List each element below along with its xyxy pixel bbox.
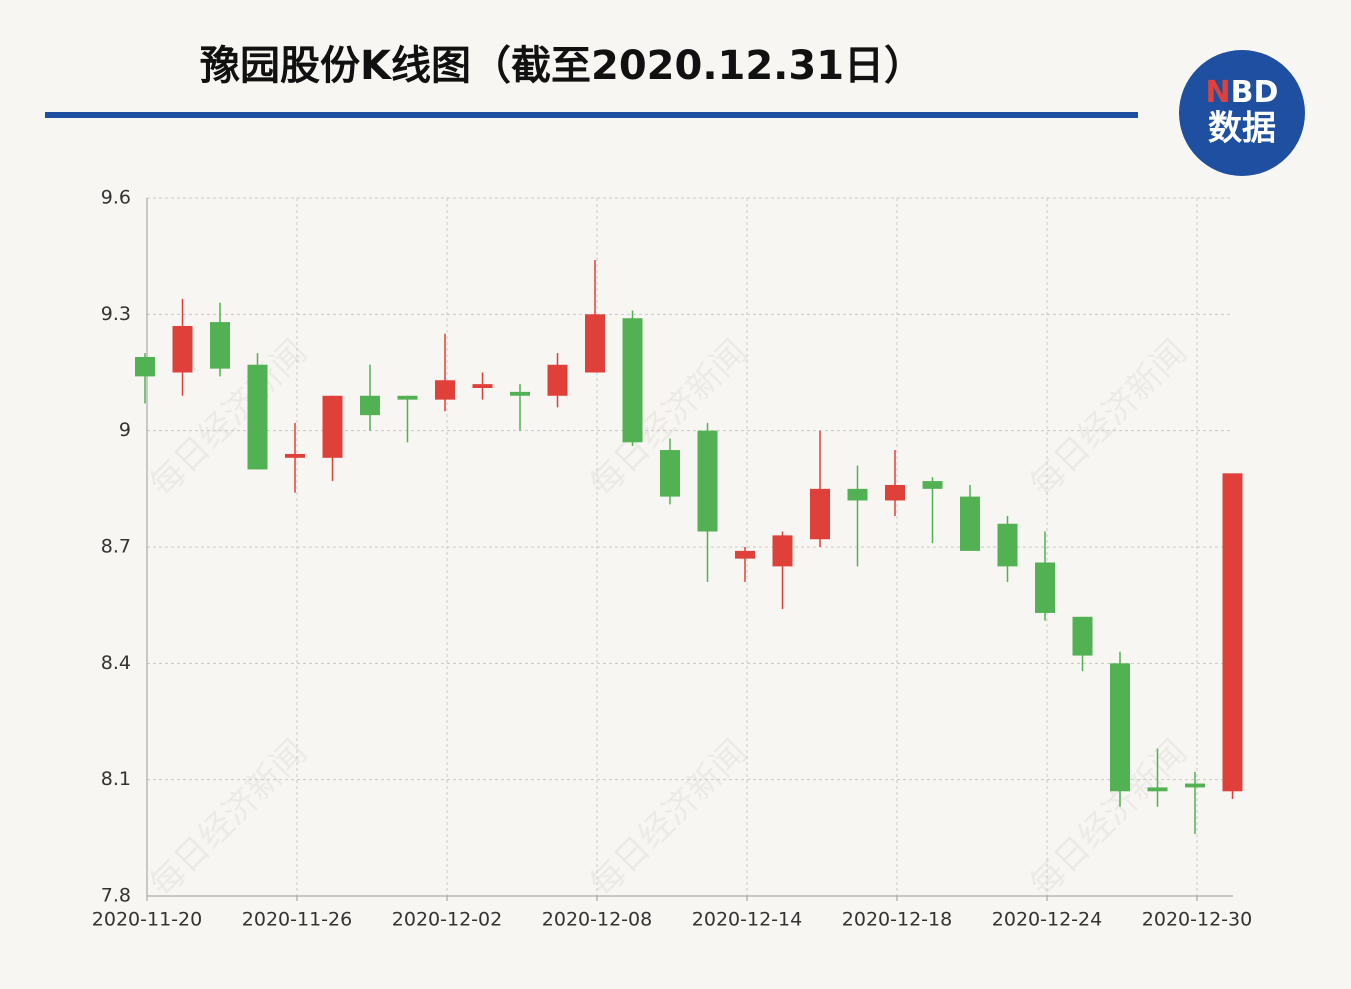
title-rule [45,112,1138,118]
candle-body [472,384,493,389]
candle-body [210,322,230,369]
candle-body [397,395,418,400]
candle-body [735,550,755,559]
y-tick-label: 9 [119,419,131,441]
y-tick-label: 8.1 [101,768,131,790]
x-tick-label: 2020-12-30 [1142,909,1252,931]
candle-body [547,364,568,396]
candle-body [247,364,268,470]
logo-n: N [1206,75,1231,110]
candle-body [922,481,943,489]
logo-text: NBD [1206,75,1279,110]
candle-body [285,453,305,458]
x-tick-label: 2020-11-20 [92,909,202,931]
y-tick-label: 7.8 [101,885,131,907]
candle-body [585,314,605,373]
candle-body [847,488,868,501]
chart-title: 豫园股份K线图（截至2020.12.31日） [200,43,924,89]
x-tick-label: 2020-12-24 [992,909,1102,931]
x-tick-label: 2020-12-14 [692,909,802,931]
candle-body [960,496,980,551]
candle-body [1222,473,1243,792]
candle-body [1110,663,1130,792]
candle-body [1035,562,1055,613]
candle-body [510,391,530,396]
candle-body [772,535,793,567]
candle-body [660,450,680,497]
y-tick-label: 8.7 [101,536,131,558]
candle-body [810,488,830,540]
candle-body [1147,787,1168,792]
y-tick-label: 8.4 [101,652,131,674]
candle-body [360,395,380,416]
candle-body [697,430,718,532]
candle-body [435,380,455,400]
y-tick-label: 9.3 [101,303,131,325]
candle-body [885,484,905,501]
logo-circle [1179,50,1305,176]
candle-body [322,395,343,458]
x-tick-label: 2020-12-08 [542,909,652,931]
logo-bd: BD [1231,75,1279,110]
x-tick-label: 2020-12-02 [392,909,502,931]
candle-body [622,318,643,443]
candle-body [135,356,155,377]
logo-sub: 数据 [1208,109,1276,149]
x-tick-label: 2020-12-18 [842,909,952,931]
candle-body [1185,783,1205,788]
y-tick-label: 9.6 [101,187,131,209]
candle-body [172,325,193,373]
candle-body [1072,616,1093,656]
candle-body [997,523,1018,567]
x-tick-label: 2020-11-26 [242,909,352,931]
